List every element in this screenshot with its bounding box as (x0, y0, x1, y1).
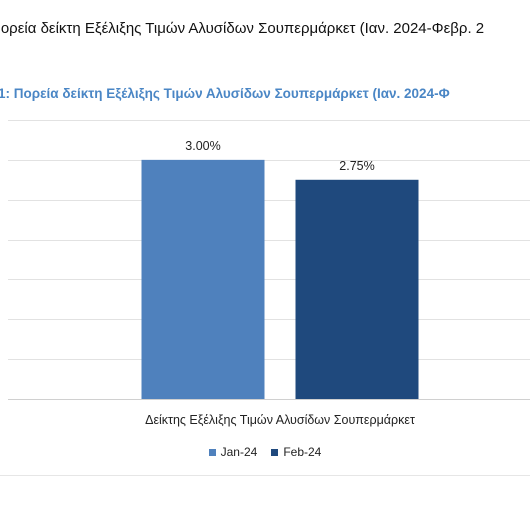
legend-item-jan: Jan-24 (208, 445, 258, 459)
data-label-feb-24: 2.75% (339, 159, 374, 173)
legend-item-feb: Feb-24 (271, 445, 321, 459)
category-label: Δείκτης Εξέλιξης Τιμών Αλυσίδων Σουπερμά… (145, 413, 415, 427)
legend: Jan-24 Feb-24 (0, 445, 530, 459)
bar-jan-24 (141, 159, 265, 399)
bars (141, 159, 419, 399)
legend-swatch-jan (208, 448, 216, 456)
legend-swatch-feb (271, 448, 279, 456)
gridlines (8, 120, 530, 400)
data-label-jan-24: 3.00% (185, 139, 220, 153)
bottom-divider (0, 475, 530, 476)
page-heading: Πορεία δείκτη Εξέλιξης Τιμών Αλυσίδων Σο… (0, 20, 485, 37)
legend-label-jan: Jan-24 (220, 445, 258, 459)
legend-label-feb: Feb-24 (283, 445, 322, 459)
chart-title: α 1: Πορεία δείκτη Εξέλιξης Τιμών Αλυσίδ… (0, 86, 450, 101)
data-labels: 3.00% 2.75% (185, 139, 374, 173)
bar-feb-24 (295, 179, 419, 399)
